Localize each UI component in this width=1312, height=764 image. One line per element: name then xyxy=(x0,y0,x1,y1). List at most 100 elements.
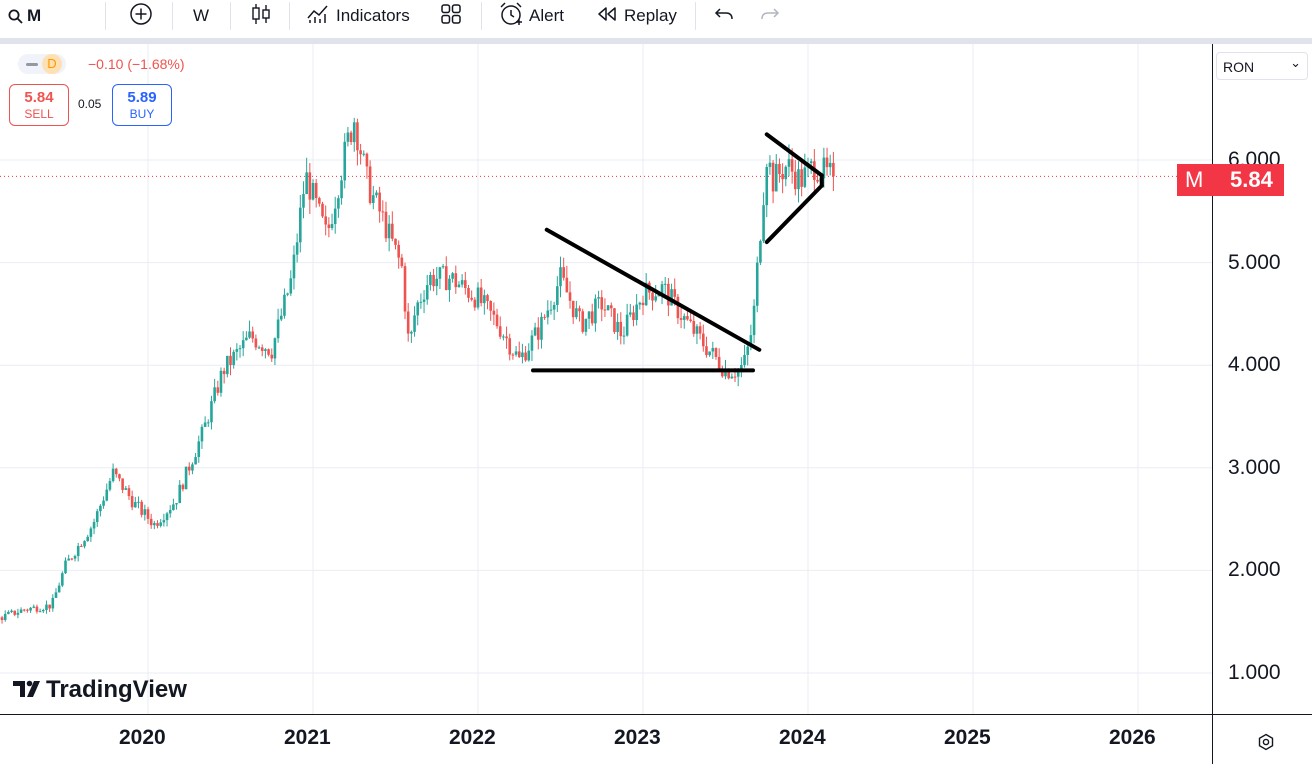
candle-up xyxy=(451,272,454,283)
candle-up xyxy=(372,186,375,209)
candle-body xyxy=(480,288,483,304)
candle-body xyxy=(210,401,213,422)
sell-button[interactable]: 5.84 SELL xyxy=(9,84,69,126)
candle-body xyxy=(61,573,64,585)
candle-body xyxy=(762,205,765,241)
candle-up xyxy=(553,302,556,320)
chart-pane[interactable]: TradingView xyxy=(0,44,1212,714)
candle-body xyxy=(220,371,223,393)
last-price-badge: M 5.84 xyxy=(1177,164,1284,196)
candle-body xyxy=(467,288,470,298)
candle-body xyxy=(531,335,534,350)
undo-button[interactable] xyxy=(713,0,735,32)
candle-body xyxy=(594,299,597,324)
triangle-lower-line[interactable] xyxy=(767,186,822,242)
compare-symbol-button[interactable] xyxy=(129,0,153,32)
candle-up xyxy=(521,344,524,364)
candle-body xyxy=(109,481,112,490)
indicators-label: Indicators xyxy=(336,6,410,26)
redo-button[interactable] xyxy=(759,0,781,32)
candle-body xyxy=(397,245,400,258)
candle-up xyxy=(375,190,378,198)
candle-down xyxy=(543,314,546,320)
candle-body xyxy=(642,303,645,305)
candle-down xyxy=(321,202,324,218)
candle-body xyxy=(324,216,327,224)
candle-body xyxy=(677,297,680,318)
candle-body xyxy=(632,312,635,320)
replay-button[interactable]: Replay xyxy=(596,0,677,32)
candle-body xyxy=(153,523,156,525)
candle-up xyxy=(178,480,181,503)
candle-body xyxy=(581,311,584,332)
candle-body xyxy=(191,464,194,470)
candle-body xyxy=(537,327,540,339)
candle-up xyxy=(426,275,429,305)
candle-body xyxy=(578,308,581,311)
candle-body xyxy=(664,284,667,285)
candle-body xyxy=(597,297,600,298)
candle-down xyxy=(537,317,540,349)
candle-up xyxy=(429,272,432,291)
candle-up xyxy=(362,150,365,156)
candle-down xyxy=(800,162,803,196)
collapse-dash-icon xyxy=(26,63,38,66)
candle-down xyxy=(581,309,584,334)
candle-up xyxy=(585,319,588,336)
chevron-down-icon: ⌄ xyxy=(1290,49,1301,77)
toolbar-divider xyxy=(481,2,482,30)
candle-down xyxy=(309,163,312,214)
candle-down xyxy=(432,269,435,291)
candle-body xyxy=(83,541,86,546)
settings-icon[interactable] xyxy=(1257,733,1275,756)
axis-corner xyxy=(1212,714,1312,764)
time-axis[interactable] xyxy=(0,714,1212,764)
replay-label: Replay xyxy=(624,6,677,26)
candle-down xyxy=(524,346,527,362)
candle-down xyxy=(267,348,270,356)
candle-body xyxy=(559,267,562,286)
candle-body xyxy=(112,469,115,481)
candle-up xyxy=(96,509,99,527)
candle-body xyxy=(388,224,391,239)
candle-body xyxy=(718,357,721,369)
plus-circle-icon xyxy=(129,2,153,31)
candle-body xyxy=(816,180,819,182)
indicators-button[interactable]: Indicators xyxy=(306,0,410,32)
candle-down xyxy=(217,381,220,396)
candle-body xyxy=(20,610,23,613)
interval-button[interactable]: W xyxy=(193,0,209,32)
buy-button[interactable]: 5.89 BUY xyxy=(112,84,172,126)
alert-button[interactable]: Alert xyxy=(498,0,564,32)
candle-body xyxy=(340,180,343,198)
alarm-clock-icon xyxy=(498,1,524,32)
candle-down xyxy=(680,308,683,328)
candle-body xyxy=(197,441,200,457)
candle-body xyxy=(800,169,803,187)
candle-up xyxy=(175,503,178,510)
candle-up xyxy=(242,331,245,356)
candle-up xyxy=(331,214,334,231)
candle-body xyxy=(712,348,715,351)
candle-body xyxy=(635,305,638,320)
price-axis-label: 2.000 xyxy=(1228,558,1281,582)
candle-body xyxy=(255,338,258,347)
candles xyxy=(0,118,835,664)
layouts-button[interactable] xyxy=(440,0,462,32)
currency-dropdown[interactable]: RON ⌄ xyxy=(1216,52,1308,80)
candle-body xyxy=(331,224,334,228)
candle-body xyxy=(286,293,289,294)
candle-down xyxy=(474,297,477,311)
sell-price: 5.84 xyxy=(10,89,68,107)
candle-down xyxy=(604,298,607,317)
candle-body xyxy=(470,298,473,300)
symbol-search-button[interactable]: M xyxy=(8,0,41,32)
chart-type-button[interactable] xyxy=(250,0,272,32)
price-axis[interactable] xyxy=(1212,44,1312,714)
candle-body xyxy=(734,377,737,378)
descending-resistance-line[interactable] xyxy=(547,230,760,350)
candle-down xyxy=(356,119,359,166)
price-axis-label: 3.000 xyxy=(1228,456,1281,480)
candle-body xyxy=(562,267,565,278)
legend-toggle[interactable]: D xyxy=(18,54,66,74)
